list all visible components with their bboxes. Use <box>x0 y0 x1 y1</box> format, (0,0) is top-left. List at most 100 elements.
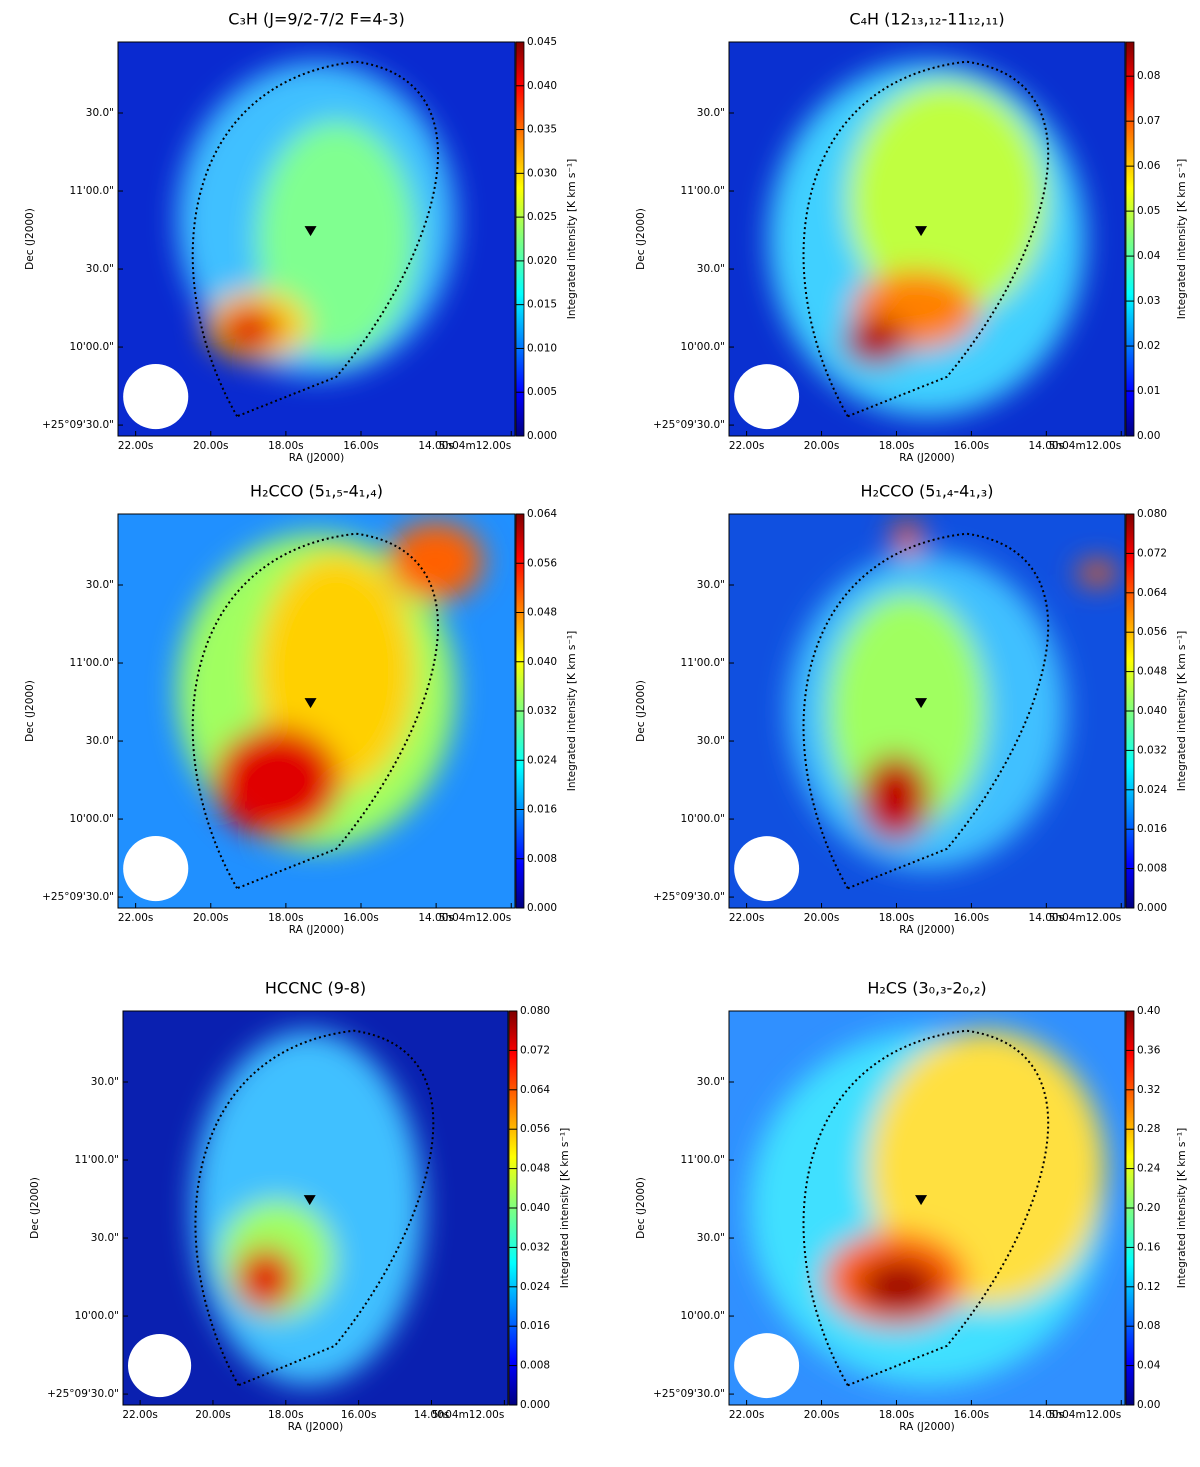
colorbar-tick-label: 0.064 <box>527 508 557 520</box>
colorbar-label: Integrated intensity [K km s⁻¹] <box>566 159 578 319</box>
emission-blob <box>859 754 931 842</box>
emission-blob <box>234 1247 297 1311</box>
y-tick-label: 11'00.0" <box>75 1154 119 1166</box>
x-tick-label: 22.00s <box>729 1409 765 1421</box>
y-tick-label: 30.0" <box>91 1232 119 1244</box>
emission <box>768 61 1086 417</box>
x-tick-label: 22.00s <box>729 440 765 452</box>
colorbar-tick-label: 0.000 <box>527 902 557 914</box>
x-axis-label: RA (J2000) <box>289 924 344 936</box>
y-tick-label: 30.0" <box>91 1076 119 1088</box>
x-tick-label: 20.00s <box>804 440 840 452</box>
colorbar-tick-label: 0.032 <box>520 1241 550 1253</box>
colorbar-tick-label: 0.048 <box>1137 666 1167 678</box>
colorbar-tick-label: 0.07 <box>1137 115 1160 127</box>
colorbar-tick-label: 0.024 <box>527 754 557 766</box>
frame <box>728 41 1126 437</box>
y-tick-label: 11'00.0" <box>681 185 725 197</box>
colorbar-tick-label: 0.000 <box>1137 902 1167 914</box>
y-tick-label: 30.0" <box>697 579 725 591</box>
y-tick-label: 10'00.0" <box>681 813 725 825</box>
panel <box>123 1011 508 1405</box>
x-tick-label: 5h04m12.00s <box>1049 440 1121 452</box>
colorbar-tick-label: 0.020 <box>527 255 557 267</box>
emission-blob <box>387 521 484 601</box>
y-axis-label: Dec (J2000) <box>635 680 647 742</box>
beam <box>123 836 189 902</box>
colorbar-label: Integrated intensity [K km s⁻¹] <box>1176 631 1188 791</box>
colorbar-tick-label: 0.08 <box>1137 1320 1160 1332</box>
colorbar-tick-label: 0.048 <box>527 607 557 619</box>
x-tick-label: 18.00s <box>879 1409 915 1421</box>
colorbar-tick-label: 0.072 <box>520 1044 550 1056</box>
y-tick-label: 10'00.0" <box>75 1310 119 1322</box>
y-tick-label: 11'00.0" <box>70 657 114 669</box>
x-tick-label: 14.00s <box>1029 440 1065 452</box>
emission-blob <box>847 81 1046 318</box>
colorbar-tick-label: 0.06 <box>1137 160 1161 172</box>
y-axis-label: Dec (J2000) <box>635 1177 647 1239</box>
y-tick-label: +25°09'30.0" <box>653 1388 725 1400</box>
y-tick-label: 10'00.0" <box>681 1310 725 1322</box>
y-tick-label: 30.0" <box>697 735 725 747</box>
x-axis-label: RA (J2000) <box>289 452 344 464</box>
x-tick-label: 14.00s <box>1029 1409 1065 1421</box>
y-tick-label: 30.0" <box>86 735 114 747</box>
colorbar-tick-label: 0.08 <box>1137 70 1160 82</box>
colorbar-tick-label: 0.008 <box>1137 863 1167 875</box>
x-tick-label: 20.00s <box>193 440 229 452</box>
colorbar-tick-label: 0.008 <box>527 853 557 865</box>
x-tick-label: 22.00s <box>729 912 765 924</box>
colorbar-tick-label: 0.32 <box>1137 1084 1160 1096</box>
y-tick-label: +25°09'30.0" <box>653 891 725 903</box>
x-axis-label: RA (J2000) <box>288 1421 343 1433</box>
colorbar-tick-label: 0.030 <box>527 167 557 179</box>
colorbar-tick-label: 0.00 <box>1137 430 1160 442</box>
y-tick-label: 10'00.0" <box>70 813 114 825</box>
colorbar-tick-label: 0.048 <box>520 1163 550 1175</box>
panel <box>729 514 1125 908</box>
x-tick-label: 20.00s <box>804 1409 840 1421</box>
source-marker <box>915 1195 928 1206</box>
source-marker <box>915 226 928 237</box>
colorbar-tick-label: 0.056 <box>1137 626 1167 638</box>
emission-blob <box>859 1259 939 1315</box>
colorbar-tick-label: 0.040 <box>520 1202 550 1214</box>
emission <box>748 1030 1106 1386</box>
x-tick-label: 5h04m12.00s <box>1049 912 1121 924</box>
colorbar-tick-label: 0.024 <box>1137 784 1167 796</box>
colorbar-tick-label: 0.000 <box>520 1399 550 1411</box>
contour <box>194 1029 435 1387</box>
colorbar-tick-label: 0.040 <box>527 656 557 668</box>
colorbar-tick-label: 0.02 <box>1137 340 1160 352</box>
x-tick-label: 5h04m12.00s <box>1049 1409 1121 1421</box>
y-tick-label: 10'00.0" <box>70 341 114 353</box>
colorbar-tick-label: 0.00 <box>1137 1399 1160 1411</box>
x-tick-label: 16.00s <box>343 912 379 924</box>
y-axis-label: Dec (J2000) <box>24 680 36 742</box>
y-tick-label: 11'00.0" <box>681 1154 725 1166</box>
x-axis-label: RA (J2000) <box>899 924 954 936</box>
emission-blob <box>828 592 987 830</box>
colorbar-tick-label: 0.032 <box>1137 744 1167 756</box>
colorbar-tick-label: 0.015 <box>527 299 557 311</box>
panel-title: HCCNC (9-8) <box>265 979 366 998</box>
colorbar-tick-label: 0.20 <box>1137 1202 1160 1214</box>
x-tick-label: 20.00s <box>193 912 229 924</box>
colorbar-tick-label: 0.36 <box>1137 1044 1161 1056</box>
frame <box>728 1010 1126 1406</box>
y-tick-label: 30.0" <box>86 579 114 591</box>
emission <box>192 1030 424 1386</box>
emission-blob <box>843 317 908 366</box>
colorbar-tick-label: 0.12 <box>1137 1281 1160 1293</box>
x-tick-label: 14.00s <box>418 440 454 452</box>
x-tick-label: 22.00s <box>122 1409 158 1421</box>
colorbar-label: Integrated intensity [K km s⁻¹] <box>566 631 578 791</box>
panel-title: C₄H (12₁₃,₁₂-11₁₂,₁₁) <box>849 10 1004 29</box>
y-tick-label: 30.0" <box>86 263 114 275</box>
y-tick-label: +25°09'30.0" <box>47 1388 119 1400</box>
panel-title: C₃H (J=9/2-7/2 F=4-3) <box>228 10 404 29</box>
emission <box>177 61 456 377</box>
y-tick-label: +25°09'30.0" <box>42 419 114 431</box>
